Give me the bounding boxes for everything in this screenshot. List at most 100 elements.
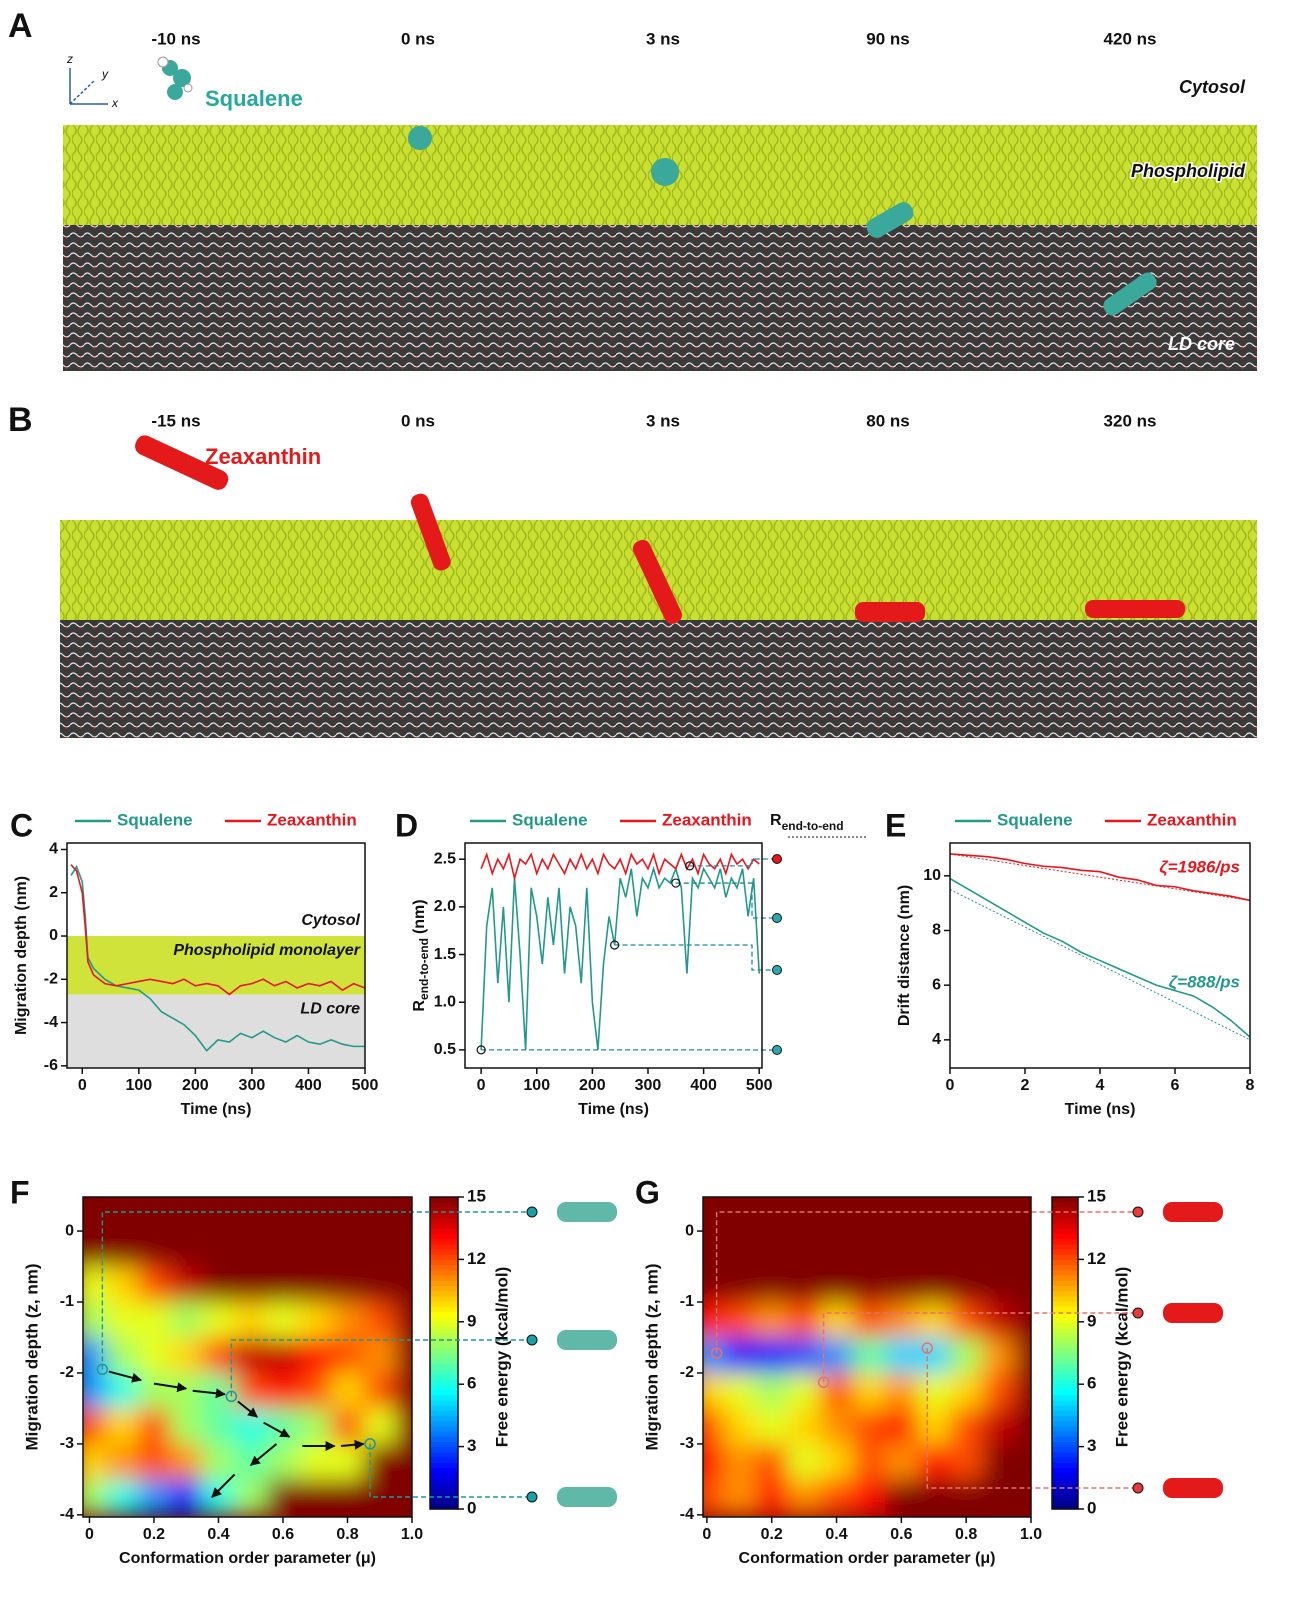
heatmap-cell (723, 1302, 756, 1338)
colorbar-step (1052, 1457, 1078, 1463)
y-tick-label: -2 (60, 1364, 74, 1381)
heatmap-cell (853, 1267, 886, 1303)
heatmap-cell (73, 1444, 106, 1480)
colorbar-step (430, 1249, 458, 1255)
y-tick-label: -4 (60, 1506, 74, 1523)
heatmap-cell (364, 1373, 397, 1409)
heatmap-cell (170, 1302, 203, 1338)
heatmap-cell (950, 1302, 983, 1338)
heatmap-cell (331, 1337, 364, 1373)
legend-label: Squalene (997, 810, 1073, 829)
colorbar-step (430, 1415, 458, 1421)
heatmap-cell (73, 1231, 106, 1267)
colorbar-step (1052, 1473, 1078, 1479)
heatmap-cell (73, 1408, 106, 1444)
heatmap-cell (73, 1337, 106, 1373)
heatmap-clip (73, 1196, 428, 1517)
colorbar-step (430, 1254, 458, 1260)
snapshot-molecule (557, 1202, 617, 1222)
heatmap-cell (756, 1267, 789, 1303)
colorbar-step (1052, 1228, 1078, 1234)
heatmap-cell (982, 1373, 1015, 1409)
colorbar-step (430, 1343, 458, 1349)
heatmap-cell (106, 1479, 139, 1515)
heatmap-cell (820, 1337, 853, 1373)
colorbar-step (1052, 1270, 1078, 1276)
colorbar-step (430, 1228, 458, 1234)
heatmap-cell (950, 1267, 983, 1303)
colorbar-step (430, 1291, 458, 1297)
panel-letter: B (8, 401, 33, 439)
heatmap-cell (918, 1231, 951, 1267)
heatmap-cell (918, 1408, 951, 1444)
heatmap-cell (788, 1196, 821, 1232)
y-tick-label: 4 (932, 1031, 941, 1048)
colorbar-step (1052, 1254, 1078, 1260)
heatmap-cell (950, 1337, 983, 1373)
heatmap-cell (853, 1337, 886, 1373)
heatmap-cell (820, 1444, 853, 1480)
colorbar-tick-label: 15 (1087, 1186, 1106, 1205)
heatmap-cell (820, 1408, 853, 1444)
colorbar-step (430, 1369, 458, 1375)
colorbar-step (430, 1499, 458, 1505)
panel-letter: G (635, 1174, 660, 1210)
heatmap-cell (364, 1267, 397, 1303)
colorbar-step (1052, 1348, 1078, 1354)
colorbar-step (430, 1259, 458, 1265)
x-tick-label: 0.4 (825, 1526, 847, 1543)
time-label: 90 ns (866, 29, 909, 48)
colorbar-step (430, 1473, 458, 1479)
y-tick-label: 8 (932, 922, 941, 939)
y-tick-label: 0.5 (434, 1041, 456, 1058)
colorbar-step (1052, 1421, 1078, 1427)
heatmap-cell (106, 1444, 139, 1480)
heatmap-cell (235, 1267, 268, 1303)
heatmap-cell (138, 1373, 171, 1409)
colorbar-step (1052, 1358, 1078, 1364)
heatmap-cell (331, 1267, 364, 1303)
heatmap-cell (950, 1444, 983, 1480)
colorbar-step (430, 1467, 458, 1473)
colorbar-step (430, 1447, 458, 1453)
x-tick-label: 0.6 (890, 1526, 912, 1543)
heatmap-cell (885, 1267, 918, 1303)
y-tick-label: 4 (49, 841, 58, 858)
heatmap-cell (691, 1267, 724, 1303)
colorbar-step (1052, 1291, 1078, 1297)
heatmap-cell (235, 1302, 268, 1338)
colorbar-step (430, 1202, 458, 1208)
colorbar-step (430, 1441, 458, 1447)
colorbar-step (430, 1389, 458, 1395)
x-tick-label: 1.0 (1020, 1526, 1042, 1543)
x-tick-label: 4 (1096, 1077, 1105, 1094)
y-axis-label: Migration depth (z, nm) (22, 1264, 41, 1451)
panel-letter: A (8, 7, 33, 45)
heatmap-cell (170, 1337, 203, 1373)
heatmap-cell (138, 1231, 171, 1267)
annotation: ζ=888/ps (1169, 972, 1240, 991)
y-tick-label: -1 (60, 1293, 74, 1310)
molecule-label: Squalene (205, 86, 303, 111)
y-axis-label: Drift distance (nm) (896, 885, 913, 1026)
heatmap-cell (170, 1231, 203, 1267)
heatmap-cell (918, 1302, 951, 1338)
x-axis-label: Time (ns) (181, 1101, 252, 1118)
colorbar-step (430, 1233, 458, 1239)
colorbar-step (430, 1280, 458, 1286)
heatmap-cell (138, 1337, 171, 1373)
snapshot-dot (773, 1046, 782, 1055)
heatmap-cell (202, 1444, 235, 1480)
legend-label: Zeaxanthin (662, 810, 752, 829)
heatmap-cell (170, 1444, 203, 1480)
heatmap-cell (885, 1231, 918, 1267)
heatmap-cell (918, 1337, 951, 1373)
heatmap-cell (202, 1231, 235, 1267)
colorbar-step (1052, 1296, 1078, 1302)
colorbar-step (1052, 1327, 1078, 1333)
snapshot-dot (1133, 1308, 1143, 1318)
heatmap-cell (788, 1302, 821, 1338)
y-label-unit: (nm) (411, 899, 428, 934)
